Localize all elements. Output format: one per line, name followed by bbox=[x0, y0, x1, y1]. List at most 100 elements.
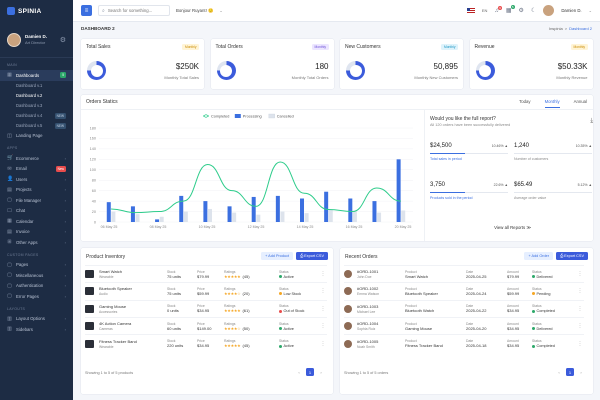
download-icon[interactable]: ⤓ bbox=[590, 118, 593, 124]
order-id[interactable]: #ORD-1002 bbox=[357, 286, 379, 292]
sidebar-item-invoice[interactable]: ▤ Invoice › bbox=[0, 227, 73, 238]
menu-toggle-button[interactable]: ≡ bbox=[81, 5, 92, 16]
order-id[interactable]: #ORD-1003 bbox=[357, 303, 379, 309]
table-row[interactable]: #ORD-1002 Emma Watson Product Bluetooth Spe… bbox=[344, 282, 584, 300]
bar-processing[interactable] bbox=[372, 201, 377, 222]
table-row[interactable]: #ORD-1001 John Doe Product Smart Watch Date 2… bbox=[344, 265, 584, 283]
table-row[interactable]: #ORD-1003 Michael Lee Product Bluetooth Wat… bbox=[344, 300, 584, 317]
bar-cancelled[interactable] bbox=[135, 214, 140, 222]
more-options-icon[interactable]: ⋮ bbox=[320, 271, 326, 278]
bar-processing[interactable] bbox=[300, 198, 305, 223]
bar-cancelled[interactable] bbox=[401, 210, 406, 222]
order-id[interactable]: #ORD-1001 bbox=[357, 269, 379, 275]
page-1-button[interactable]: 1 bbox=[566, 368, 574, 376]
table-row[interactable]: 4K Action Camera Cameras Stock 60 units Pric… bbox=[85, 317, 327, 334]
table-row[interactable]: Smart Watch Wearable Stock 75 units Price $79… bbox=[85, 265, 327, 283]
prev-page-button[interactable]: ‹ bbox=[298, 369, 300, 375]
sidebar-item-landing[interactable]: ◫ Landing Page bbox=[0, 131, 73, 142]
more-options-icon[interactable]: ⋮ bbox=[577, 305, 583, 312]
bar-cancelled[interactable] bbox=[256, 214, 261, 222]
add-order-button[interactable]: + Add Order bbox=[524, 252, 554, 260]
more-options-icon[interactable]: ⋮ bbox=[577, 288, 583, 295]
search-box[interactable]: ⌕ bbox=[98, 5, 170, 16]
order-id[interactable]: #ORD-1004 bbox=[357, 321, 379, 327]
bar-processing[interactable] bbox=[324, 191, 329, 222]
sidebar-item-email[interactable]: ✉ Email New bbox=[0, 164, 73, 175]
bar-cancelled[interactable] bbox=[352, 211, 357, 222]
bar-cancelled[interactable] bbox=[304, 213, 309, 222]
bar-cancelled[interactable] bbox=[328, 209, 333, 222]
product-name[interactable]: Smart Watch bbox=[99, 269, 122, 275]
bar-cancelled[interactable] bbox=[207, 208, 212, 222]
sidebar-item-layout-options[interactable]: ▥ Layout Options › bbox=[0, 314, 73, 325]
page-1-button[interactable]: 1 bbox=[306, 368, 314, 376]
sidebar-item-miscellaneous[interactable]: ▢ Miscellaneous › bbox=[0, 270, 73, 281]
table-row[interactable]: Gaming Mouse Accessories Stock 0 units Price… bbox=[85, 300, 327, 317]
sidebar-item-pages[interactable]: ▢ Pages › bbox=[0, 260, 73, 271]
bar-cancelled[interactable] bbox=[232, 212, 237, 222]
sidebar-item-projects[interactable]: ▤ Projects › bbox=[0, 185, 73, 196]
settings-icon[interactable]: ⚙ bbox=[518, 8, 524, 14]
view-all-reports-link[interactable]: View all Reports ≫ bbox=[494, 225, 531, 230]
breadcrumb-home[interactable]: Inspinia bbox=[548, 25, 563, 31]
table-row[interactable]: Fitness Tracker Band Wearable Stock 220 uni… bbox=[85, 334, 327, 352]
tab-today[interactable]: Today bbox=[519, 99, 531, 104]
product-name[interactable]: Gaming Mouse bbox=[99, 303, 127, 309]
sidebar-item-other-apps[interactable]: ⊞ Other Apps › bbox=[0, 237, 73, 248]
sidebar-item-file-manager[interactable]: ▢ File Manager › bbox=[0, 195, 73, 206]
brand[interactable]: SPINIA bbox=[0, 0, 73, 22]
us-flag-icon[interactable] bbox=[466, 7, 475, 14]
more-options-icon[interactable]: ⋮ bbox=[320, 288, 326, 295]
bar-processing[interactable] bbox=[227, 206, 232, 222]
next-page-button[interactable]: › bbox=[320, 369, 322, 375]
more-options-icon[interactable]: ⋮ bbox=[577, 271, 583, 278]
search-input[interactable] bbox=[107, 8, 166, 13]
language-label[interactable]: EN bbox=[481, 8, 488, 13]
bar-processing[interactable] bbox=[348, 198, 353, 223]
legend-label[interactable]: Processing bbox=[243, 114, 262, 118]
add-product-button[interactable]: + Add Product bbox=[261, 252, 294, 260]
sidebar-item-ecommerce[interactable]: 🛒 Ecommerce › bbox=[0, 153, 73, 164]
export-csv-button[interactable]: ⎙ Export CSV bbox=[296, 252, 328, 260]
tab-annual[interactable]: Annual bbox=[573, 99, 587, 104]
chevron-down-icon[interactable]: ⌄ bbox=[588, 8, 592, 13]
bar-processing[interactable] bbox=[130, 206, 135, 222]
next-page-button[interactable]: › bbox=[580, 369, 582, 375]
bar-cancelled[interactable] bbox=[377, 212, 382, 222]
chevron-down-icon[interactable]: ⌄ bbox=[219, 8, 223, 13]
bar-processing[interactable] bbox=[396, 159, 401, 222]
sidebar-item-users[interactable]: 👤 Users › bbox=[0, 174, 73, 185]
sidebar-subitem-dashboard[interactable]: Dashboard v.1 bbox=[0, 81, 73, 91]
product-name[interactable]: 4K Action Camera bbox=[99, 321, 132, 327]
table-row[interactable]: #ORD-1004 Sophia Ruiz Product Gaming Mouse D… bbox=[344, 317, 584, 334]
more-options-icon[interactable]: ⋮ bbox=[577, 323, 583, 330]
line-completed[interactable] bbox=[111, 161, 401, 214]
product-name[interactable]: Fitness Tracker Band bbox=[99, 338, 137, 344]
user-name[interactable]: Damien D. bbox=[561, 8, 582, 13]
more-options-icon[interactable]: ⋮ bbox=[320, 323, 326, 330]
bar-cancelled[interactable] bbox=[159, 216, 164, 222]
bar-processing[interactable] bbox=[155, 219, 160, 222]
legend-label[interactable]: Cancelled bbox=[277, 114, 294, 118]
sidebar-subitem-dashboard[interactable]: Dashboard v.2 bbox=[0, 91, 73, 101]
avatar[interactable] bbox=[7, 32, 21, 47]
bar-cancelled[interactable] bbox=[183, 211, 188, 222]
sidebar-subitem-dashboard[interactable]: Dashboard v.3 bbox=[0, 101, 73, 111]
bar-processing[interactable] bbox=[203, 201, 208, 222]
tab-monthly[interactable]: Monthly bbox=[544, 96, 560, 108]
bar-processing[interactable] bbox=[275, 195, 280, 222]
bell-icon[interactable]: ♫ 6 bbox=[494, 5, 502, 14]
more-options-icon[interactable]: ⋮ bbox=[320, 340, 326, 347]
bar-processing[interactable] bbox=[106, 202, 111, 222]
sidebar-item-error-pages[interactable]: ▢ Error Pages › bbox=[0, 291, 73, 302]
sidebar-item-authentication[interactable]: ▢ Authentication › bbox=[0, 281, 73, 292]
bar-cancelled[interactable] bbox=[280, 211, 285, 222]
moon-icon[interactable]: ☾ bbox=[530, 8, 537, 14]
sidebar-item-chat[interactable]: ☐ Chat › bbox=[0, 206, 73, 217]
grid-icon[interactable]: ▦ 5 bbox=[505, 5, 515, 14]
prev-page-button[interactable]: ‹ bbox=[558, 369, 560, 375]
sidebar-item-calendar[interactable]: ▦ Calendar › bbox=[0, 216, 73, 227]
more-options-icon[interactable]: ⋮ bbox=[577, 340, 583, 347]
table-row[interactable]: Bluetooth Speaker Audio Stock 75 units Price… bbox=[85, 282, 327, 300]
export-csv-button[interactable]: ⎙ Export CSV bbox=[556, 252, 588, 260]
